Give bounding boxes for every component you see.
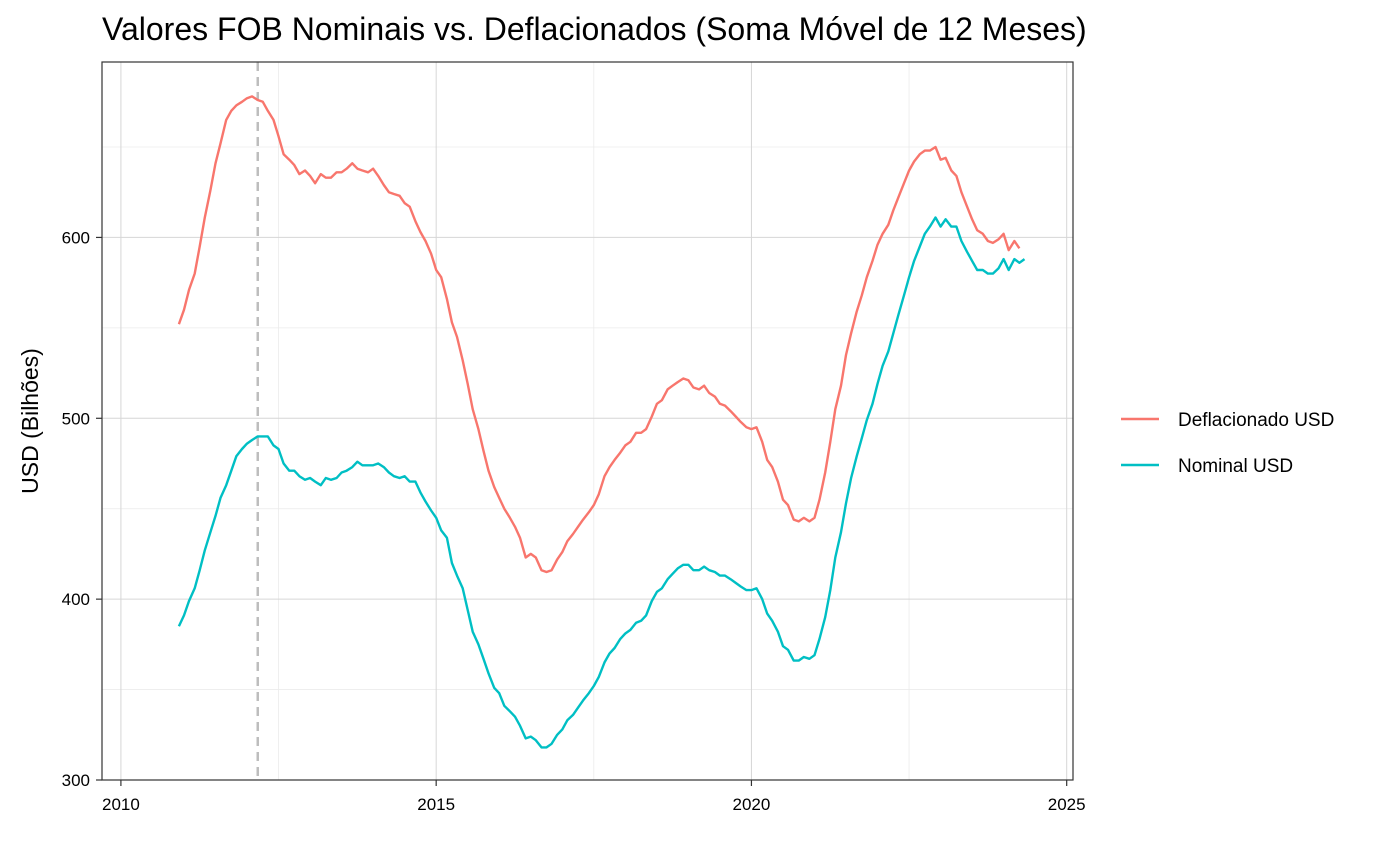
y-axis: 300 400 500 600: [62, 228, 102, 790]
major-gridlines: [102, 62, 1073, 781]
legend: Deflacionado USD Nominal USD: [1121, 410, 1334, 477]
x-tick-label: 2020: [733, 795, 771, 814]
series-line-1: [177, 216, 1026, 749]
y-tick-label: 400: [62, 590, 90, 609]
series-line-0: [177, 95, 1021, 574]
x-tick-label: 2010: [102, 795, 140, 814]
y-tick-label: 300: [62, 771, 90, 790]
y-axis-title: USD (Bilhões): [17, 348, 43, 494]
y-tick-label: 600: [62, 228, 90, 247]
series-lines: [177, 95, 1026, 749]
x-tick-label: 2015: [417, 795, 455, 814]
x-axis: 2010 2015 2020 2025: [102, 780, 1086, 814]
plot-panel-border: [101, 61, 1074, 781]
legend-label-1: Nominal USD: [1178, 456, 1293, 477]
x-tick-label: 2025: [1048, 795, 1086, 814]
chart-title: Valores FOB Nominais vs. Deflacionados (…: [102, 11, 1087, 47]
y-tick-label: 500: [62, 409, 90, 428]
minor-gridlines: [102, 62, 1073, 780]
legend-label-0: Deflacionado USD: [1178, 410, 1334, 431]
